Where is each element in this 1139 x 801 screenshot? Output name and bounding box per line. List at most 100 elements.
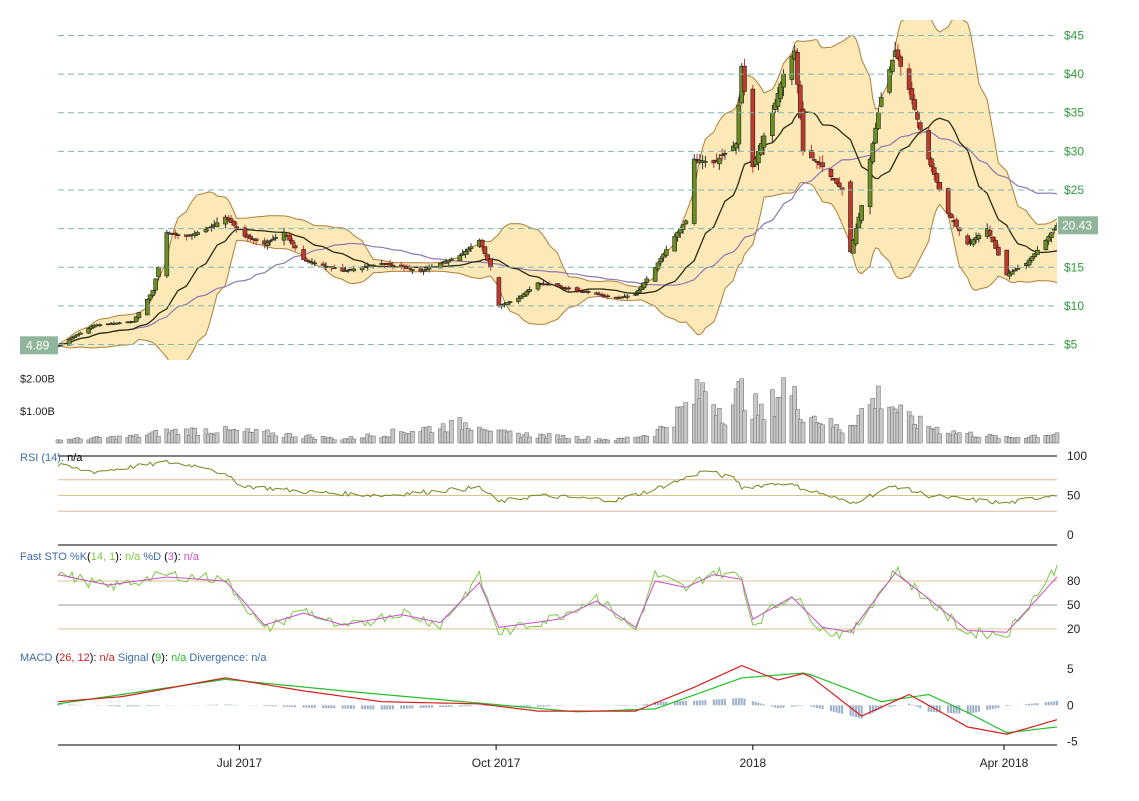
- candle-body: [683, 220, 689, 225]
- price-tick-label: $40: [1064, 67, 1084, 81]
- candle-body: [351, 268, 357, 272]
- candle-body: [778, 83, 784, 99]
- candle-body: [214, 222, 220, 227]
- candle-body: [164, 232, 170, 277]
- volume-bar: [175, 434, 181, 444]
- candle-body: [722, 152, 728, 155]
- candle-body: [574, 287, 580, 291]
- last-price-label-text: 20.43: [1062, 218, 1092, 232]
- candle-body: [320, 263, 326, 266]
- candle-body: [78, 332, 83, 335]
- last-price-label-bg: [1058, 216, 1098, 235]
- candle-body: [675, 232, 680, 238]
- sto-legend-d-label: %D: [140, 551, 164, 563]
- candle-body: [410, 269, 415, 271]
- candle-body: [636, 290, 641, 294]
- sma-long-line: [58, 131, 1057, 346]
- candle-body: [937, 182, 943, 191]
- bollinger-lower-line: [58, 181, 1057, 360]
- candle-body: [814, 160, 820, 163]
- candle-body: [853, 228, 859, 245]
- macd-legend-signal-value: n/a: [171, 652, 187, 664]
- candle-body: [672, 236, 678, 252]
- volume-bar: [800, 421, 806, 444]
- candle-body: [717, 157, 722, 165]
- candle-body: [873, 127, 878, 144]
- volume-bar: [781, 377, 786, 444]
- macd-line: [57, 664, 1058, 735]
- volume-bar: [761, 419, 767, 444]
- candle-body: [781, 73, 786, 88]
- candle-body: [390, 264, 396, 267]
- candle-body: [463, 250, 468, 255]
- candle-body: [996, 247, 1001, 256]
- volume-bar: [410, 430, 415, 444]
- candle-body: [270, 238, 276, 241]
- sto-legend: Fast STO %K(14, 1): n/a %D (3): n/a: [20, 551, 200, 563]
- candle-body: [566, 287, 571, 290]
- sto-legend-k-value: n/a: [125, 551, 141, 563]
- candle-body: [758, 143, 764, 155]
- rsi-tick-label: 0: [1067, 528, 1074, 542]
- rsi-legend-label: RSI (14):: [20, 452, 67, 464]
- volume-bar: [488, 430, 493, 444]
- candle-body: [976, 234, 982, 240]
- candle-body: [133, 316, 139, 323]
- rsi-line: [57, 460, 1058, 505]
- candle-body: [292, 245, 298, 249]
- candle-body: [479, 239, 485, 248]
- candle-body: [742, 65, 747, 92]
- candle-body: [895, 49, 901, 59]
- sto-legend-paren: ):: [174, 551, 184, 563]
- candle-body: [856, 216, 862, 229]
- macd-legend-div-label: Divergence:: [186, 652, 251, 664]
- volume-bar: [605, 439, 610, 444]
- candle-body: [331, 266, 337, 269]
- candle-body: [711, 160, 717, 164]
- candle-body: [731, 145, 736, 151]
- volume-bar: [742, 410, 747, 444]
- candle-body: [287, 234, 292, 241]
- candle-body: [304, 259, 309, 262]
- candle-body: [859, 205, 864, 221]
- candle-body: [301, 249, 306, 260]
- candle-body: [496, 277, 502, 307]
- candle-body: [890, 59, 895, 72]
- candle-body: [72, 335, 78, 338]
- candle-body: [387, 262, 393, 266]
- candle-body: [424, 268, 429, 271]
- volume-bar: [253, 429, 259, 444]
- sto-legend-k-param: 14, 1: [91, 551, 115, 563]
- candle-body: [555, 283, 560, 287]
- candle-body: [1004, 249, 1010, 276]
- candle-body: [887, 69, 892, 93]
- candle-body: [931, 167, 937, 175]
- candle-body: [733, 143, 739, 149]
- candle-body: [546, 283, 552, 286]
- volume-bar: [566, 438, 571, 444]
- volume-bar: [683, 402, 689, 444]
- candle-body: [633, 294, 638, 296]
- candle-body: [1054, 225, 1057, 230]
- macd-legend-value: n/a: [100, 652, 116, 664]
- candle-body: [837, 182, 842, 187]
- candle-body: [234, 226, 239, 229]
- candle-body: [934, 173, 940, 183]
- candle-body: [664, 249, 669, 256]
- volume-bar: [976, 437, 982, 444]
- volume-bar: [1015, 437, 1021, 444]
- volume-bar: [644, 435, 650, 444]
- candle-body: [906, 68, 912, 90]
- candle-body: [231, 220, 237, 226]
- candle-body: [736, 104, 742, 145]
- volume-bar: [117, 435, 122, 444]
- candle-body: [1029, 256, 1035, 261]
- sto-d-line: [57, 572, 1058, 633]
- volume-bar: [292, 436, 298, 444]
- macd-tick-label: 5: [1067, 662, 1074, 676]
- candle-body: [775, 93, 781, 107]
- candle-body: [253, 238, 259, 242]
- volume-bar: [625, 436, 630, 444]
- volume-bar: [58, 439, 64, 444]
